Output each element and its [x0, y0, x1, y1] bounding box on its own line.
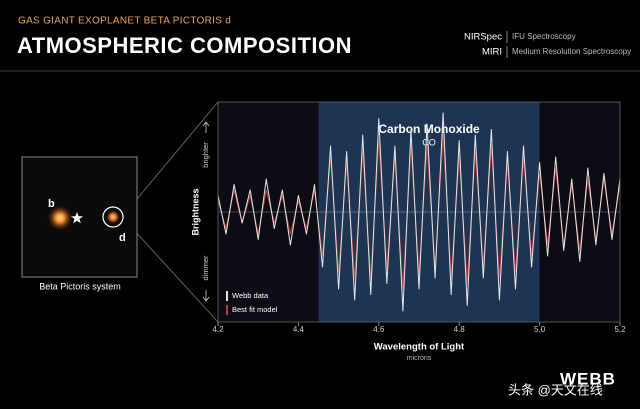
connector [121, 101, 219, 218]
x-tick-label: 5.0 [534, 325, 546, 334]
instrument-name: MIRI [482, 47, 502, 58]
x-tick-label: 5.2 [614, 325, 626, 334]
instrument-mode: IFU Spectroscopy [512, 32, 576, 41]
logo: WEBB [560, 369, 616, 388]
legend-swatch [226, 305, 228, 315]
x-tick-label: 4.6 [373, 325, 385, 334]
connector [121, 216, 219, 323]
planet-label: b [48, 198, 55, 210]
planet-d [106, 210, 120, 224]
y-high-label: brighter [201, 142, 210, 168]
x-axis-unit: microns [407, 355, 432, 362]
x-tick-label: 4.8 [454, 325, 466, 334]
x-tick-label: 4.4 [293, 325, 305, 334]
arrow [202, 290, 210, 302]
image-caption: Beta Pictoris system [39, 281, 121, 291]
planet-d-ring [102, 206, 124, 228]
planet-label: d [119, 232, 126, 244]
legend-label: Webb data [232, 291, 269, 300]
y-axis-label: Brightness [190, 188, 200, 235]
plot-frame [217, 101, 621, 323]
kicker: GAS GIANT EXOPLANET BETA PICTORIS d [18, 16, 231, 27]
highlight-label: Carbon Monoxide [378, 122, 480, 136]
planet-b [47, 205, 73, 231]
star [71, 212, 83, 224]
x-tick-label: 4.2 [212, 325, 224, 334]
x-axis-label: Wavelength of Light [374, 342, 465, 353]
highlight-sublabel: CO [422, 137, 436, 147]
instrument-name: NIRSpec [464, 32, 502, 43]
spectrum-line [217, 112, 621, 312]
watermark: 头条 @天文在线 [508, 382, 603, 397]
y-low-label: dimmer [201, 255, 210, 281]
title: ATMOSPHERIC COMPOSITION [17, 33, 352, 58]
legend-label: Best fit model [232, 305, 278, 314]
arrow [202, 121, 210, 133]
legend-swatch [226, 291, 228, 301]
instrument-mode: Medium Resolution Spectroscopy [512, 47, 631, 56]
